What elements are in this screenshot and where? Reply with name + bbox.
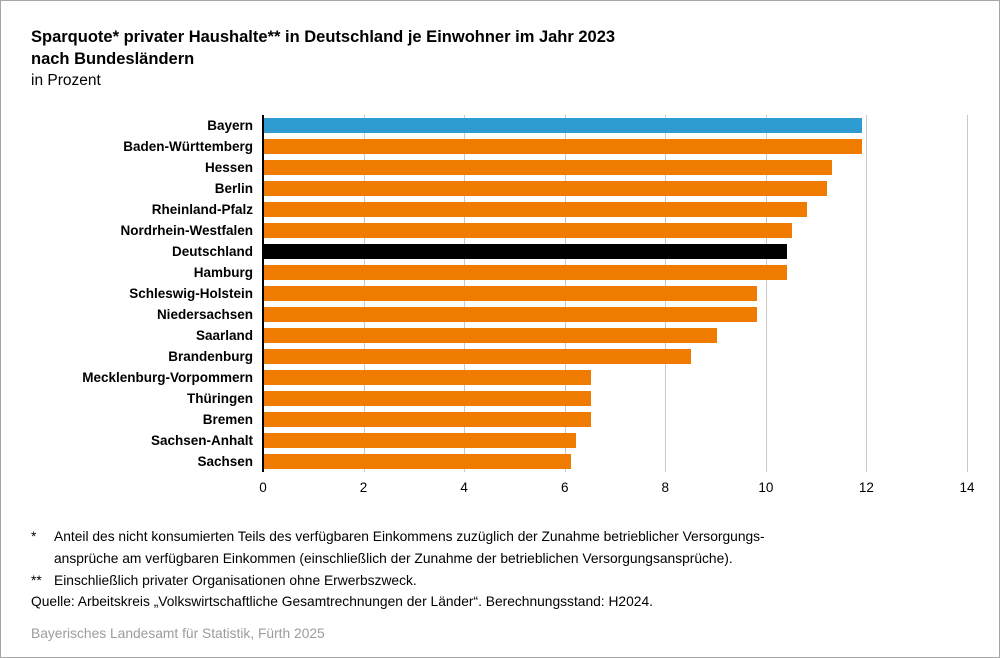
title-line-2: nach Bundesländern xyxy=(31,49,195,68)
footnote-marker: ** xyxy=(31,572,42,588)
chart-row: Berlin xyxy=(31,178,967,199)
category-label: Sachsen xyxy=(197,454,253,470)
x-tick-label: 4 xyxy=(460,480,468,496)
x-axis-ticks: 0 2 4 6 8 10 12 14 xyxy=(259,480,974,506)
bar-track xyxy=(263,304,967,325)
bar-track xyxy=(263,409,967,430)
bar-chart: Bayern Baden-Württemberg Hessen Berlin Rhein… xyxy=(31,115,975,506)
bar xyxy=(264,160,833,176)
x-tick-label: 0 xyxy=(259,480,267,496)
chart-row: Deutschland xyxy=(31,241,967,262)
bar xyxy=(264,202,808,218)
footnote-marker: * xyxy=(31,529,37,545)
footnotes: * Anteil des nicht konsumierten Teils de… xyxy=(31,526,967,613)
gridline xyxy=(866,115,868,473)
footnote-1: * Anteil des nicht konsumierten Teils de… xyxy=(31,526,967,569)
bar xyxy=(264,265,787,281)
category-label: Bayern xyxy=(207,118,253,134)
category-label: Thüringen xyxy=(187,391,253,407)
chart-row: Thüringen xyxy=(31,388,967,409)
chart-row: Baden-Württemberg xyxy=(31,136,967,157)
chart-row: Bremen xyxy=(31,409,967,430)
footnote-text: Einschließlich privater Organisationen o… xyxy=(54,572,417,588)
chart-row: Hessen xyxy=(31,157,967,178)
bar xyxy=(264,223,792,239)
bar xyxy=(264,181,828,197)
category-label: Brandenburg xyxy=(168,349,253,365)
bar xyxy=(264,286,757,302)
bar xyxy=(264,412,591,428)
bar-track xyxy=(263,199,967,220)
x-tick-label: 6 xyxy=(560,480,569,496)
chart-row: Rheinland-Pfalz xyxy=(31,199,967,220)
bar xyxy=(264,349,692,365)
category-label: Nordrhein-Westfalen xyxy=(120,223,253,239)
chart-row: Bayern xyxy=(31,115,967,136)
bar-track xyxy=(263,283,967,304)
source-line: Quelle: Arbeitskreis „Volkswirtschaftlic… xyxy=(31,594,653,610)
category-label: Schleswig-Holstein xyxy=(129,286,253,302)
chart-rows: Bayern Baden-Württemberg Hessen Berlin Rhein… xyxy=(31,115,967,472)
chart-title: Sparquote* privater Haushalte** in Deuts… xyxy=(31,27,967,91)
chart-row: Sachsen xyxy=(31,451,967,472)
x-tick-label: 2 xyxy=(359,480,368,496)
x-tick-label: 10 xyxy=(758,480,774,496)
chart-row: Saarland xyxy=(31,325,967,346)
bar-track xyxy=(263,451,967,472)
chart-row: Hamburg xyxy=(31,262,967,283)
bar-track xyxy=(263,136,967,157)
x-tick-label: 8 xyxy=(661,480,670,496)
x-tick-label: 12 xyxy=(858,480,874,496)
publisher-footer: Bayerisches Landesamt für Statistik, Für… xyxy=(31,626,325,641)
category-label: Deutschland xyxy=(171,244,253,260)
gridline xyxy=(967,115,968,473)
bar-track xyxy=(263,262,967,283)
bar xyxy=(264,244,787,260)
y-axis-line xyxy=(262,115,264,473)
chart-row: Mecklenburg-Vorpommern xyxy=(31,367,967,388)
footnote-text: Anteil des nicht konsumierten Teils des … xyxy=(54,529,765,567)
bar-track xyxy=(263,325,967,346)
x-tick-label: 14 xyxy=(959,480,975,496)
category-label: Niedersachsen xyxy=(156,307,253,323)
bar xyxy=(264,307,757,323)
bar xyxy=(264,118,863,134)
category-label: Bremen xyxy=(202,412,253,428)
category-label: Hessen xyxy=(204,160,253,176)
category-label: Saarland xyxy=(195,328,253,344)
bar-track xyxy=(263,241,967,262)
bar xyxy=(264,391,591,407)
bar-track xyxy=(263,388,967,409)
chart-row: Niedersachsen xyxy=(31,304,967,325)
gridline xyxy=(765,115,767,473)
bar-track xyxy=(263,430,967,451)
category-label: Hamburg xyxy=(193,265,253,281)
bar-track xyxy=(263,157,967,178)
chart-row: Brandenburg xyxy=(31,346,967,367)
chart-row: Nordrhein-Westfalen xyxy=(31,220,967,241)
bar-track xyxy=(263,367,967,388)
category-label: Rheinland-Pfalz xyxy=(151,202,253,218)
title-unit: in Prozent xyxy=(31,71,101,89)
plot-area: Bayern Baden-Württemberg Hessen Berlin Rhein… xyxy=(31,115,968,473)
bar xyxy=(264,370,591,386)
bar-track xyxy=(263,346,967,367)
bar-track xyxy=(263,115,967,136)
chart-row: Sachsen-Anhalt xyxy=(31,430,967,451)
category-label: Mecklenburg-Vorpommern xyxy=(82,370,253,386)
category-label: Sachsen-Anhalt xyxy=(150,433,253,449)
bar-track xyxy=(263,220,967,241)
category-label: Baden-Württemberg xyxy=(123,139,253,155)
category-label: Berlin xyxy=(214,181,253,197)
bar-track xyxy=(263,178,967,199)
chart-row: Schleswig-Holstein xyxy=(31,283,967,304)
bar xyxy=(264,454,571,470)
bar xyxy=(264,139,863,155)
bar xyxy=(264,433,576,449)
bar xyxy=(264,328,717,344)
title-line-1: Sparquote* privater Haushalte** in Deuts… xyxy=(31,28,616,46)
footnote-2: ** Einschließlich privater Organisatione… xyxy=(31,570,967,592)
